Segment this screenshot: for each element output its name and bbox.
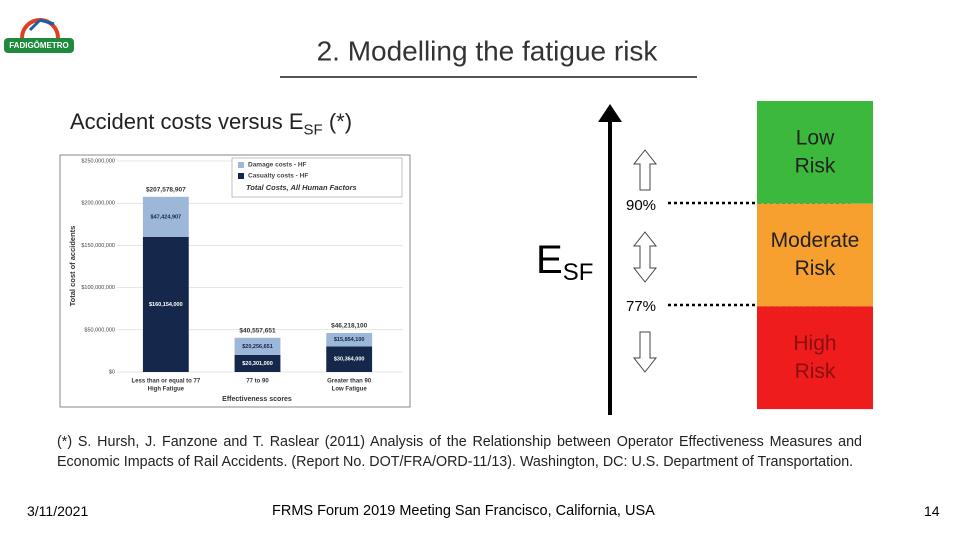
threshold-label: 90% [626,197,656,214]
risk-label: Moderate Risk [771,229,860,280]
y-tick-label: $0 [109,369,115,375]
logo: FADIGÔMETRO [4,18,74,53]
value-label: $47,424,907 [151,214,182,220]
risk-box [757,203,873,307]
threshold-box [617,294,665,318]
legend-label: Damage costs - HF [248,162,307,169]
y-axis-title: Total cost of accidents [68,226,77,307]
value-label: $20,256,651 [242,344,273,350]
x-tick-note: Low Fatigue [332,387,368,393]
value-label: $15,854,100 [334,337,365,343]
bar-segment [142,236,189,372]
bar-segment [234,337,281,355]
bar-segment [142,196,189,237]
logo-band [4,38,74,53]
total-label: $207,578,907 [146,187,186,194]
subtitle-subscript: SF [303,121,323,139]
y-tick-label: $100,000,000 [81,285,115,291]
esf-subscript: SF [563,259,594,286]
footnote: (*) S. Hursh, J. Fanzone and T. Raslear … [57,434,862,470]
legend-label: Total Costs, All Human Factors [246,183,357,192]
esf-label: ESF [536,238,593,287]
value-label: $30,364,000 [334,357,365,363]
risk-box [757,306,873,410]
down-arrow [632,331,658,373]
threshold-box [617,193,665,217]
legend-label: Casualty costs - HF [248,173,308,180]
legend-box [231,157,403,198]
total-label: $40,557,651 [239,327,276,334]
footer-event: FRMS Forum 2019 Meeting San Francisco, C… [272,503,655,519]
logo-text: FADIGÔMETRO [9,41,69,50]
value-label: $160,154,000 [149,302,183,308]
subtitle-suffix: (*) [328,109,353,134]
y-tick-label: $250,000,000 [81,158,115,164]
bar-segment [326,346,373,372]
risk-box [757,101,873,204]
slide-title: 2. Modelling the fatigue risk [317,35,659,66]
subtitle: Accident costs versus ESF (*) [70,109,352,138]
footer-date: 3/11/2021 [27,503,89,519]
total-label: $46,218,100 [331,323,368,330]
esf-arrowhead [598,104,622,122]
y-tick-label: $150,000,000 [81,243,115,249]
risk-levels: Low Risk Moderate Risk High Risk [757,101,873,410]
x-tick-note: High Fatigue [148,387,185,393]
x-tick-label: Greater than 90 [327,379,372,385]
x-axis-title: Effectiveness scores [222,396,292,403]
logo-plane [28,18,55,32]
value-label: $20,301,000 [242,361,273,367]
y-tick-label: $50,000,000 [84,327,115,333]
bar-segment [234,354,281,372]
bar-segment [326,332,373,347]
risk-label: Low Risk [795,126,836,177]
double-arrow [632,231,658,283]
legend-swatch [238,162,244,168]
x-tick-label: 77 to 90 [246,379,269,385]
page-number: 14 [924,503,940,519]
x-tick-label: Less than or equal to 77 [131,379,200,385]
legend-swatch [238,173,244,179]
risk-label: High Risk [793,331,836,382]
threshold-label: 77% [626,298,656,315]
esf-main: E [536,238,563,282]
y-tick-label: $200,000,000 [81,201,115,207]
cost-chart: $0 $50,000,000 $100,000,000 $150,000,000 $20… [59,154,411,408]
up-arrow [632,149,658,191]
subtitle-text: Accident costs versus E [70,109,304,134]
